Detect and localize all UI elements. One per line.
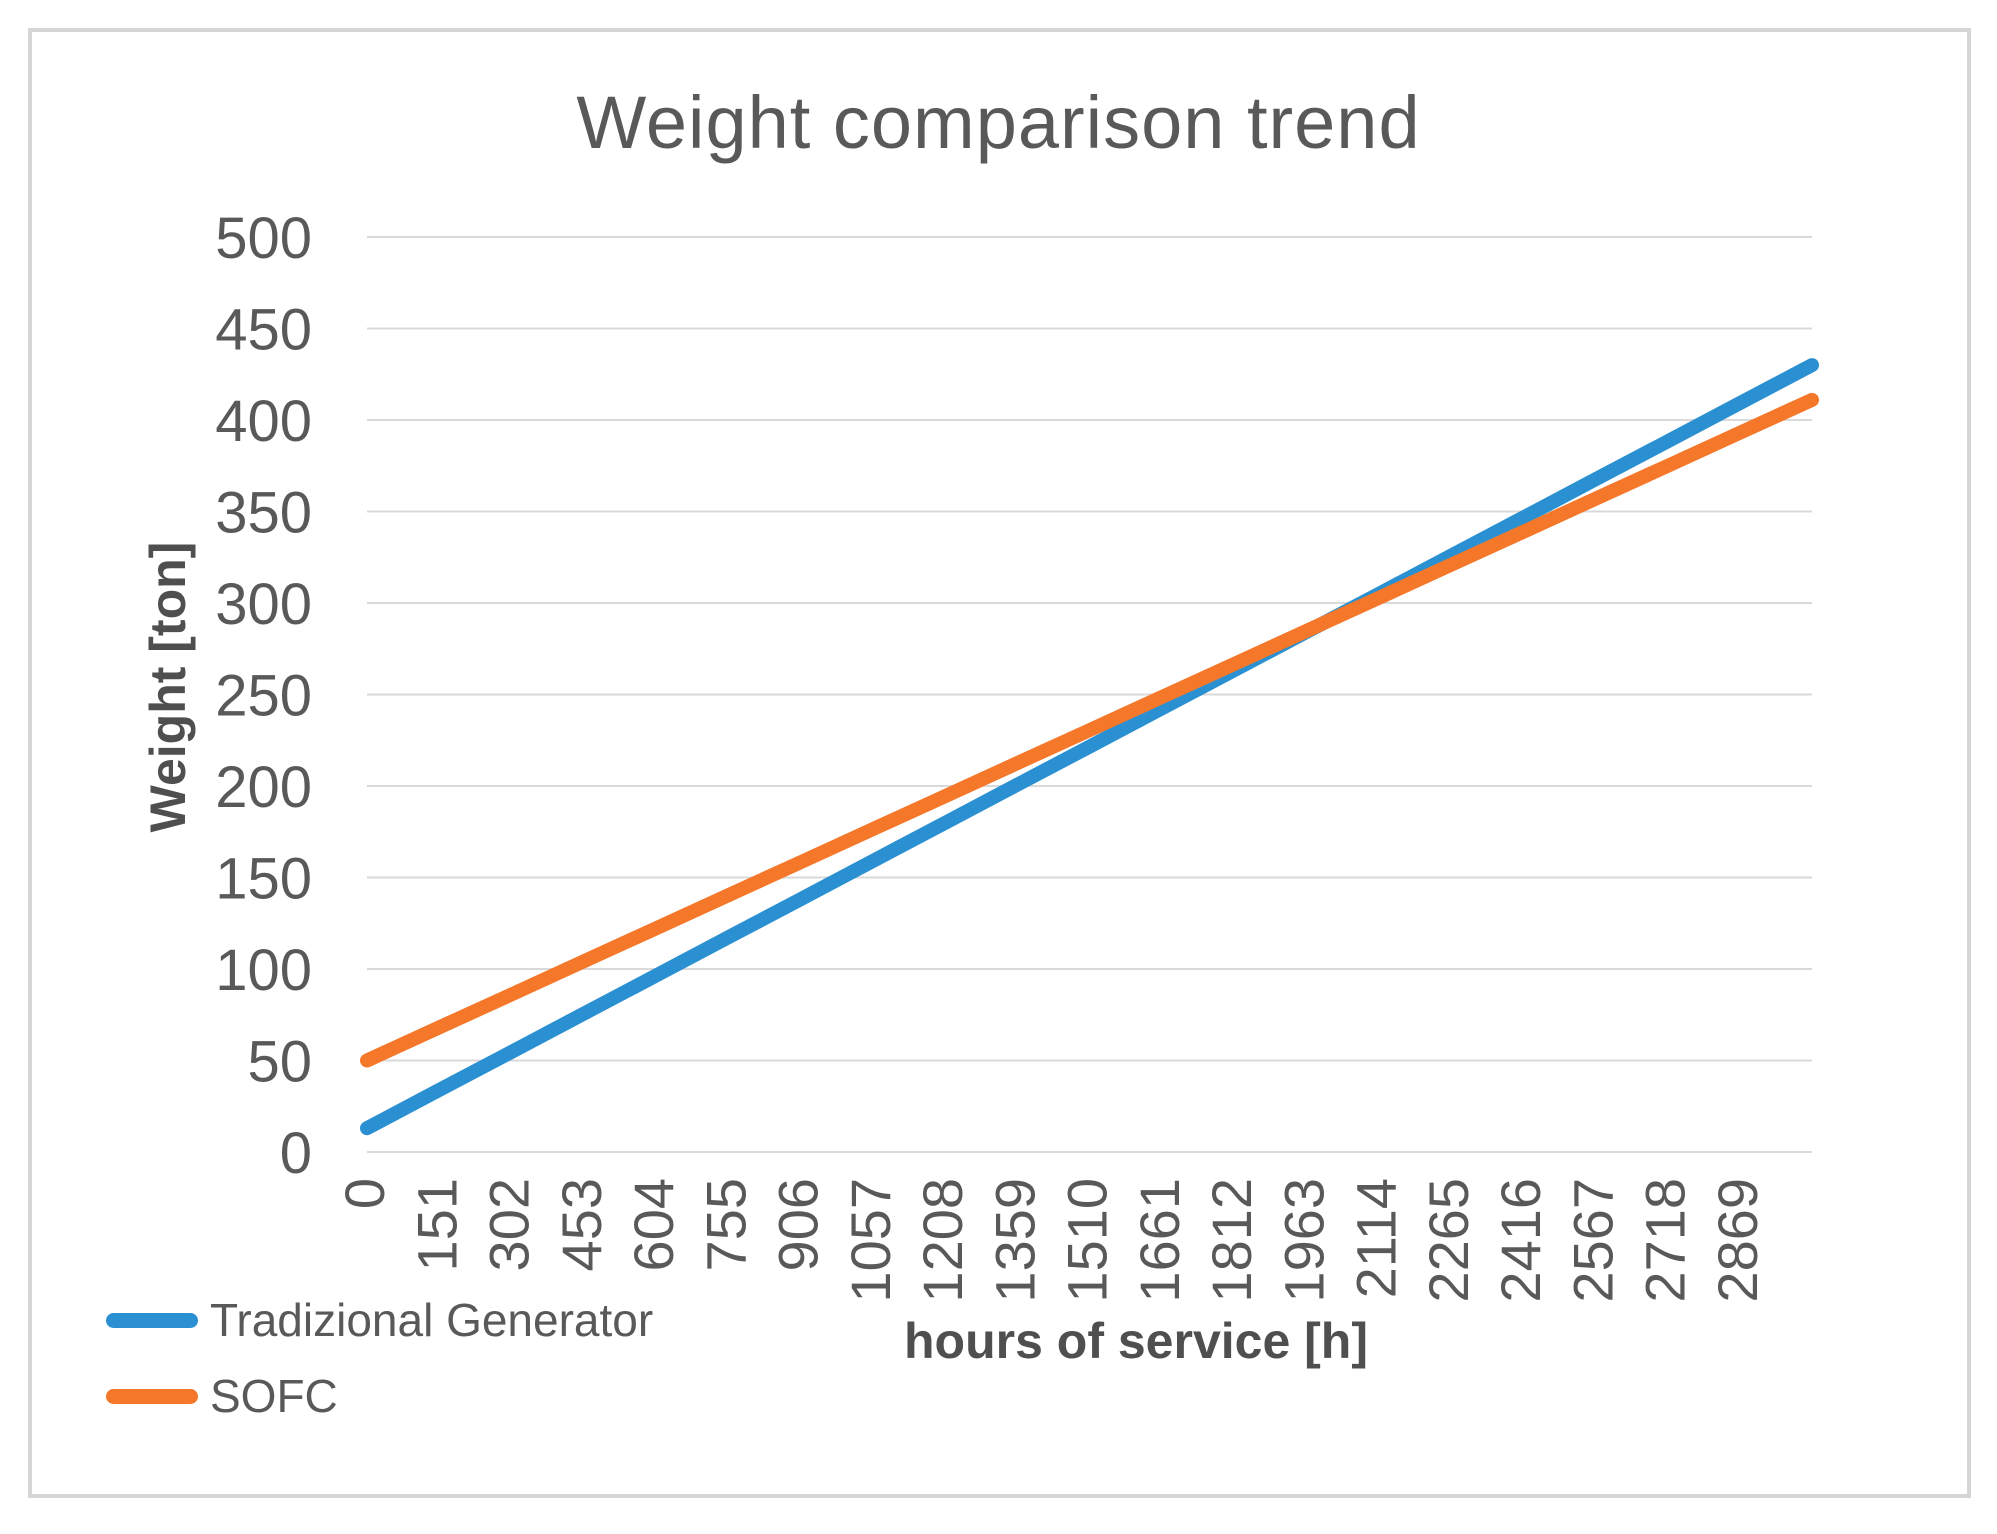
y-tick-label: 0 (280, 1121, 312, 1186)
y-tick-label: 200 (215, 755, 312, 820)
x-tick-label: 2265 (1417, 1178, 1480, 1303)
y-tick-label: 250 (215, 664, 312, 729)
x-tick-label: 2869 (1706, 1178, 1769, 1303)
y-tick-label: 300 (215, 572, 312, 637)
legend-item-sofc: SOFC (106, 1370, 653, 1422)
legend: Tradizional Generator SOFC (106, 1294, 653, 1446)
x-tick-label: 1963 (1272, 1178, 1335, 1303)
y-tick-label: 150 (215, 847, 312, 912)
x-tick-label: 755 (694, 1178, 757, 1271)
x-tick-label: 453 (550, 1178, 613, 1271)
y-axis-title: Weight [ton] (140, 541, 196, 833)
legend-label: Tradizional Generator (210, 1294, 654, 1346)
x-tick-label: 1510 (1056, 1178, 1119, 1303)
series-line-tradizional-generator (360, 358, 1819, 1136)
x-tick-label: 604 (622, 1178, 685, 1271)
x-tick-label: 2718 (1634, 1178, 1697, 1303)
x-tick-label: 2567 (1561, 1178, 1624, 1303)
legend-label: SOFC (210, 1370, 338, 1422)
x-tick-label: 302 (478, 1178, 541, 1271)
x-tick-label: 1208 (911, 1178, 974, 1303)
legend-swatch-orange-line (106, 1388, 198, 1404)
chart-title: Weight comparison trend (576, 81, 1421, 164)
y-tick-label: 500 (215, 206, 312, 271)
legend-swatch-blue-line (106, 1312, 198, 1328)
y-tick-label: 400 (215, 389, 312, 454)
x-tick-label: 0 (333, 1178, 396, 1209)
y-tick-label: 450 (215, 298, 312, 363)
y-tick-label: 50 (247, 1030, 312, 1095)
x-tick-label: 2114 (1345, 1178, 1408, 1298)
x-tick-label: 2416 (1489, 1178, 1552, 1303)
x-tick-label: 1359 (983, 1178, 1046, 1303)
series-line-sofc (360, 392, 1819, 1068)
x-tick-label: 1057 (839, 1178, 902, 1303)
x-tick-label: 906 (767, 1178, 830, 1271)
y-tick-label: 100 (215, 938, 312, 1003)
x-tick-label: 1661 (1128, 1178, 1191, 1303)
y-tick-label: 350 (215, 481, 312, 546)
x-tick-label: 1812 (1200, 1178, 1263, 1303)
chart-border (28, 28, 1971, 1498)
legend-item-tradizional-generator: Tradizional Generator (106, 1294, 653, 1346)
x-axis-title: hours of service [h] (904, 1313, 1368, 1369)
x-tick-label: 151 (405, 1178, 468, 1271)
